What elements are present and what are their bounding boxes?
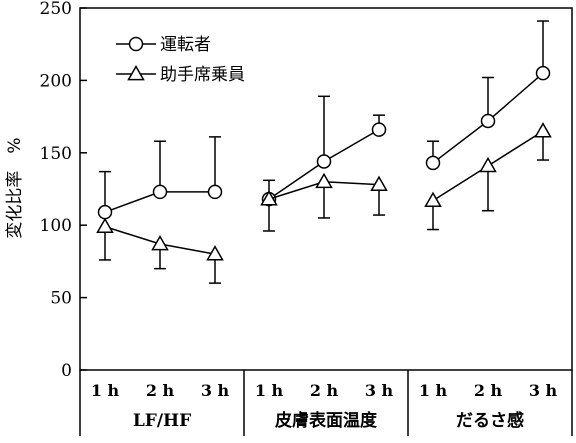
- x-tick-label: 3 h: [201, 381, 230, 400]
- y-tick-label: 250: [40, 0, 72, 19]
- legend-marker: [127, 64, 145, 81]
- x-tick-label: 2 h: [474, 381, 503, 400]
- data-point: [316, 154, 332, 169]
- x-tick-label: 1 h: [419, 381, 448, 400]
- data-point: [260, 190, 278, 206]
- data-point: [207, 184, 223, 200]
- legend-label: 助手席乗員: [160, 65, 245, 85]
- y-tick-label: 200: [40, 71, 72, 91]
- data-point: [315, 172, 333, 189]
- group-label: 皮膚表面温度: [275, 410, 378, 431]
- x-tick-label: 3 h: [529, 381, 558, 400]
- legend-label: 運転者: [160, 35, 211, 55]
- x-tick-label: 3 h: [365, 381, 394, 400]
- x-tick-label: 1 h: [91, 381, 120, 400]
- x-tick-label: 2 h: [146, 381, 175, 400]
- group-label: LF/HF: [133, 411, 191, 431]
- y-tick-label: 150: [40, 144, 72, 164]
- y-axis-label: 変化比率 %: [5, 137, 25, 238]
- data-point: [425, 155, 441, 171]
- data-point: [535, 65, 551, 81]
- series-1: [97, 20, 551, 220]
- data-point: [97, 204, 113, 220]
- x-tick-label: 2 h: [310, 381, 339, 400]
- data-point: [206, 245, 224, 261]
- legend-marker: [128, 36, 144, 52]
- axes: 0 50 100 150 200 250 1 h 2 h 3 h LF/HF 1 h 2 h 3 h 皮膚…: [40, 0, 573, 436]
- data-point: [96, 217, 114, 234]
- series-layer: [96, 20, 552, 284]
- data-point: [534, 122, 552, 138]
- y-tick-label: 50: [50, 289, 72, 309]
- data-point: [151, 235, 169, 251]
- data-point: [480, 113, 496, 129]
- data-point: [479, 156, 497, 173]
- group-label: だるさ感: [456, 410, 524, 431]
- data-point: [152, 184, 168, 200]
- data-point: [370, 175, 388, 192]
- plot-frame: [79, 7, 573, 371]
- data-point: [424, 191, 442, 207]
- data-point: [371, 122, 387, 137]
- x-tick-label: 1 h: [255, 381, 284, 400]
- y-tick-label: 0: [61, 361, 72, 381]
- series-2: [96, 122, 552, 284]
- y-tick-label: 100: [40, 216, 72, 236]
